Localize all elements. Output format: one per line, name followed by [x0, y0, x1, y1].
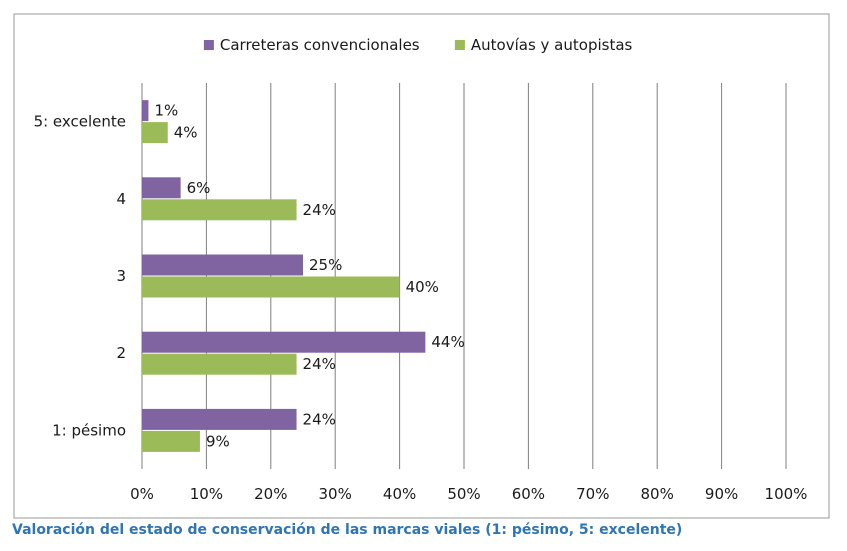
- data-label: 25%: [309, 256, 342, 274]
- x-tick-label: 50%: [447, 485, 480, 503]
- legend-label: Carreteras convencionales: [220, 36, 420, 54]
- bar: [142, 430, 200, 452]
- y-tick-label: 5: excelente: [34, 113, 126, 131]
- figure-caption: Valoración del estado de conservación de…: [12, 522, 683, 538]
- x-tick-label: 80%: [641, 485, 674, 503]
- y-tick-label: 3: [116, 267, 126, 285]
- x-tick-label: 30%: [319, 485, 352, 503]
- data-label: 6%: [187, 179, 211, 197]
- bar: [142, 177, 181, 199]
- bar-chart: 1%4%6%24%25%40%44%24%24%9% 5: excelente4…: [13, 13, 830, 519]
- data-label: 9%: [206, 432, 230, 450]
- data-label: 24%: [303, 410, 336, 428]
- legend-label: Autovías y autopistas: [471, 36, 633, 54]
- bar: [142, 408, 297, 430]
- data-label: 40%: [406, 278, 439, 296]
- data-label: 4%: [174, 124, 198, 142]
- x-tick-label: 40%: [383, 485, 416, 503]
- bar: [142, 353, 297, 375]
- legend: Carreteras convencionales Autovías y auto…: [203, 36, 633, 54]
- x-tick-label: 20%: [254, 485, 287, 503]
- data-label: 24%: [303, 201, 336, 219]
- y-tick-label: 4: [116, 190, 126, 208]
- x-tick-label: 10%: [190, 485, 223, 503]
- bar: [142, 199, 297, 221]
- x-tick-label: 70%: [576, 485, 609, 503]
- y-tick-label: 1: pésimo: [52, 421, 126, 439]
- chart-frame: 1% 4% 6% 24% 25% 40% 44% 24% 24% 9% 5: excelente 4…: [13, 13, 830, 519]
- legend-swatch: [454, 40, 465, 50]
- legend-swatch: [203, 40, 214, 50]
- gridlines: [141, 83, 787, 469]
- bar: [142, 122, 168, 144]
- x-tick-label: 0%: [130, 485, 154, 503]
- data-label: 24%: [303, 355, 336, 373]
- x-tick-label: 100%: [765, 485, 808, 503]
- bars: [142, 100, 426, 452]
- bar: [142, 331, 426, 353]
- bar: [142, 100, 149, 122]
- category-axis: 5: excelente 4 3 2 1: pésimo: [34, 113, 126, 440]
- x-tick-label: 90%: [705, 485, 738, 503]
- data-label: 1%: [154, 102, 178, 120]
- bar: [142, 276, 400, 298]
- chart-border: [13, 13, 830, 519]
- data-labels: 1% 4% 6% 24% 25% 40% 44% 24% 24% 9%: [154, 102, 464, 451]
- value-axis: 0% 10% 20% 30% 40% 50% 60% 70% 80% 90% 100%: [130, 485, 807, 503]
- bar: [142, 254, 303, 276]
- x-tick-label: 60%: [512, 485, 545, 503]
- y-tick-label: 2: [116, 344, 126, 362]
- data-label: 44%: [431, 333, 464, 351]
